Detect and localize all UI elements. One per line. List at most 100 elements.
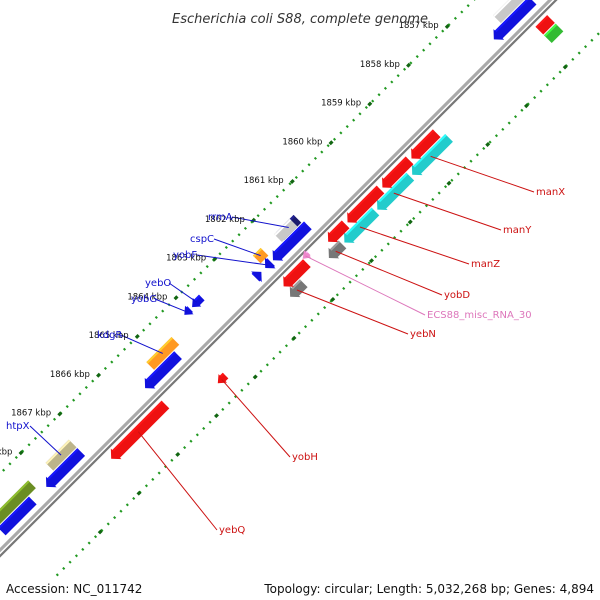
gene-rrmA-leader xyxy=(231,216,289,229)
ruler-left-tick xyxy=(57,411,63,417)
gene-yobG[interactable] xyxy=(184,305,194,315)
tick-label: 1861 kbp xyxy=(244,176,284,186)
gene-yebO-label: yebO xyxy=(145,278,171,289)
gene-yebQ-highlight xyxy=(112,400,164,452)
ruler-left-tick xyxy=(289,179,295,184)
ruler-right-tick xyxy=(291,335,297,341)
ruler-right-tick xyxy=(136,490,142,496)
gene-feature-bar xyxy=(274,218,298,243)
gene-feature[interactable] xyxy=(274,218,298,243)
gene-feature[interactable] xyxy=(382,156,414,188)
gene-feature-highlight xyxy=(535,15,549,29)
gene-feature[interactable] xyxy=(0,480,36,527)
gene-yobD-label: yobD xyxy=(444,290,470,301)
gene-feature-bar xyxy=(144,351,182,389)
gene-ECS88_misc_RNA_30-leader xyxy=(305,255,426,316)
tick-label: 1857 kbp xyxy=(399,21,439,31)
gene-feature-highlight xyxy=(0,496,31,529)
gene-manY-highlight xyxy=(378,172,408,203)
tick-label: 1865 kbp xyxy=(89,331,129,341)
ruler-right-tick xyxy=(524,103,529,109)
gene-feature[interactable] xyxy=(283,259,311,287)
gene-yobD-highlight xyxy=(330,240,341,251)
tick-label: 1859 kbp xyxy=(321,99,361,109)
gene-feature[interactable] xyxy=(535,15,555,35)
ruler-right-tick xyxy=(446,180,452,186)
gene-yebQ-label: yebQ xyxy=(219,525,245,536)
gene-feature-highlight xyxy=(412,129,435,152)
gene-feature-bar xyxy=(283,259,311,287)
gene-feature-bar xyxy=(535,15,555,35)
gene-feature-highlight xyxy=(0,480,30,512)
gene-feature[interactable] xyxy=(347,185,385,223)
gene-manX[interactable] xyxy=(411,134,453,176)
tick-label: 1863 kbp xyxy=(166,254,206,264)
gene-feature-bar xyxy=(493,0,525,24)
gene-ECS88_misc_RNA_30-label: ECS88_misc_RNA_30 xyxy=(427,310,532,321)
gene-yebN[interactable] xyxy=(289,279,308,298)
gene-kdgR-highlight xyxy=(146,337,174,364)
gene-feature-bar xyxy=(0,496,37,536)
gene-yobD-leader xyxy=(335,250,443,296)
gene-feature[interactable] xyxy=(493,0,528,24)
gene-feature-highlight xyxy=(493,0,512,17)
gene-feature-bar xyxy=(327,220,350,243)
gene-yebO-bar xyxy=(192,294,205,308)
gene-yebQ[interactable] xyxy=(110,400,170,460)
gene-yobG-bar xyxy=(184,305,194,315)
gene-yobF-leader xyxy=(196,254,269,266)
gene-cspC-leader xyxy=(213,238,261,257)
ruler-right-tick xyxy=(562,64,568,70)
backbone-line xyxy=(0,0,558,558)
gene-kdgR-label: kdgR xyxy=(97,330,122,341)
ruler-left-tick xyxy=(134,334,140,339)
label-leader-layer xyxy=(29,155,535,531)
gene-feature-highlight xyxy=(544,23,558,37)
gene-feature[interactable] xyxy=(144,351,182,389)
gene-yobH[interactable] xyxy=(217,372,229,384)
gene-feature-highlight xyxy=(495,0,529,33)
gene-manX-highlight xyxy=(413,134,447,168)
gene-feature[interactable] xyxy=(493,0,537,40)
gene-yobD-bar xyxy=(328,240,347,259)
gene-feature[interactable] xyxy=(272,221,312,261)
gene-yebQ-leader xyxy=(137,431,218,531)
gene-yobD[interactable] xyxy=(328,240,347,259)
ruler-left-tick xyxy=(173,295,179,301)
gene-feature-bar xyxy=(411,129,441,159)
ruler-left-tick xyxy=(328,140,334,146)
gene-feature-highlight xyxy=(383,156,408,181)
gene-feature-highlight xyxy=(274,221,306,253)
gene-ECS88_misc_RNA_30-highlight xyxy=(305,251,308,254)
ruler-left-tick xyxy=(18,450,24,456)
gene-feature[interactable] xyxy=(543,23,564,43)
ruler-left-dots xyxy=(0,0,476,476)
gene-yobF-label: yobF xyxy=(173,250,197,261)
gene-manY[interactable] xyxy=(376,172,415,210)
gene-feature[interactable] xyxy=(251,271,262,283)
gene-ECS88_misc_RNA_30[interactable] xyxy=(302,250,312,259)
ruler-right-tick xyxy=(97,529,103,535)
gene-manZ[interactable] xyxy=(344,207,380,243)
gene-yobF[interactable] xyxy=(264,257,276,269)
gene-feature[interactable] xyxy=(45,448,86,488)
gene-feature[interactable] xyxy=(411,129,441,159)
gene-cspC[interactable] xyxy=(252,247,269,264)
ruler-left-tick xyxy=(406,62,412,68)
gene-feature[interactable] xyxy=(0,496,37,536)
gene-yobH-highlight xyxy=(220,372,225,378)
tick-label: 1866 kbp xyxy=(50,370,90,380)
tick-label: 1867 kbp xyxy=(11,409,51,419)
gene-feature-bar xyxy=(347,185,385,223)
gene-manX-bar xyxy=(411,134,453,176)
gene-feature-bar xyxy=(493,0,537,40)
gene-manY-label: manY xyxy=(503,225,532,236)
gene-feature[interactable] xyxy=(327,220,350,243)
gene-label-layer: manX manY manZ yobD ECS88_misc_RNA_30 yebN rrm… xyxy=(6,187,565,536)
gene-manX-label: manX xyxy=(536,187,565,198)
gene-feature-highlight xyxy=(284,259,305,280)
gene-yebO[interactable] xyxy=(192,294,205,308)
gene-feature-highlight xyxy=(329,220,344,235)
gene-feature-highlight xyxy=(274,218,292,236)
